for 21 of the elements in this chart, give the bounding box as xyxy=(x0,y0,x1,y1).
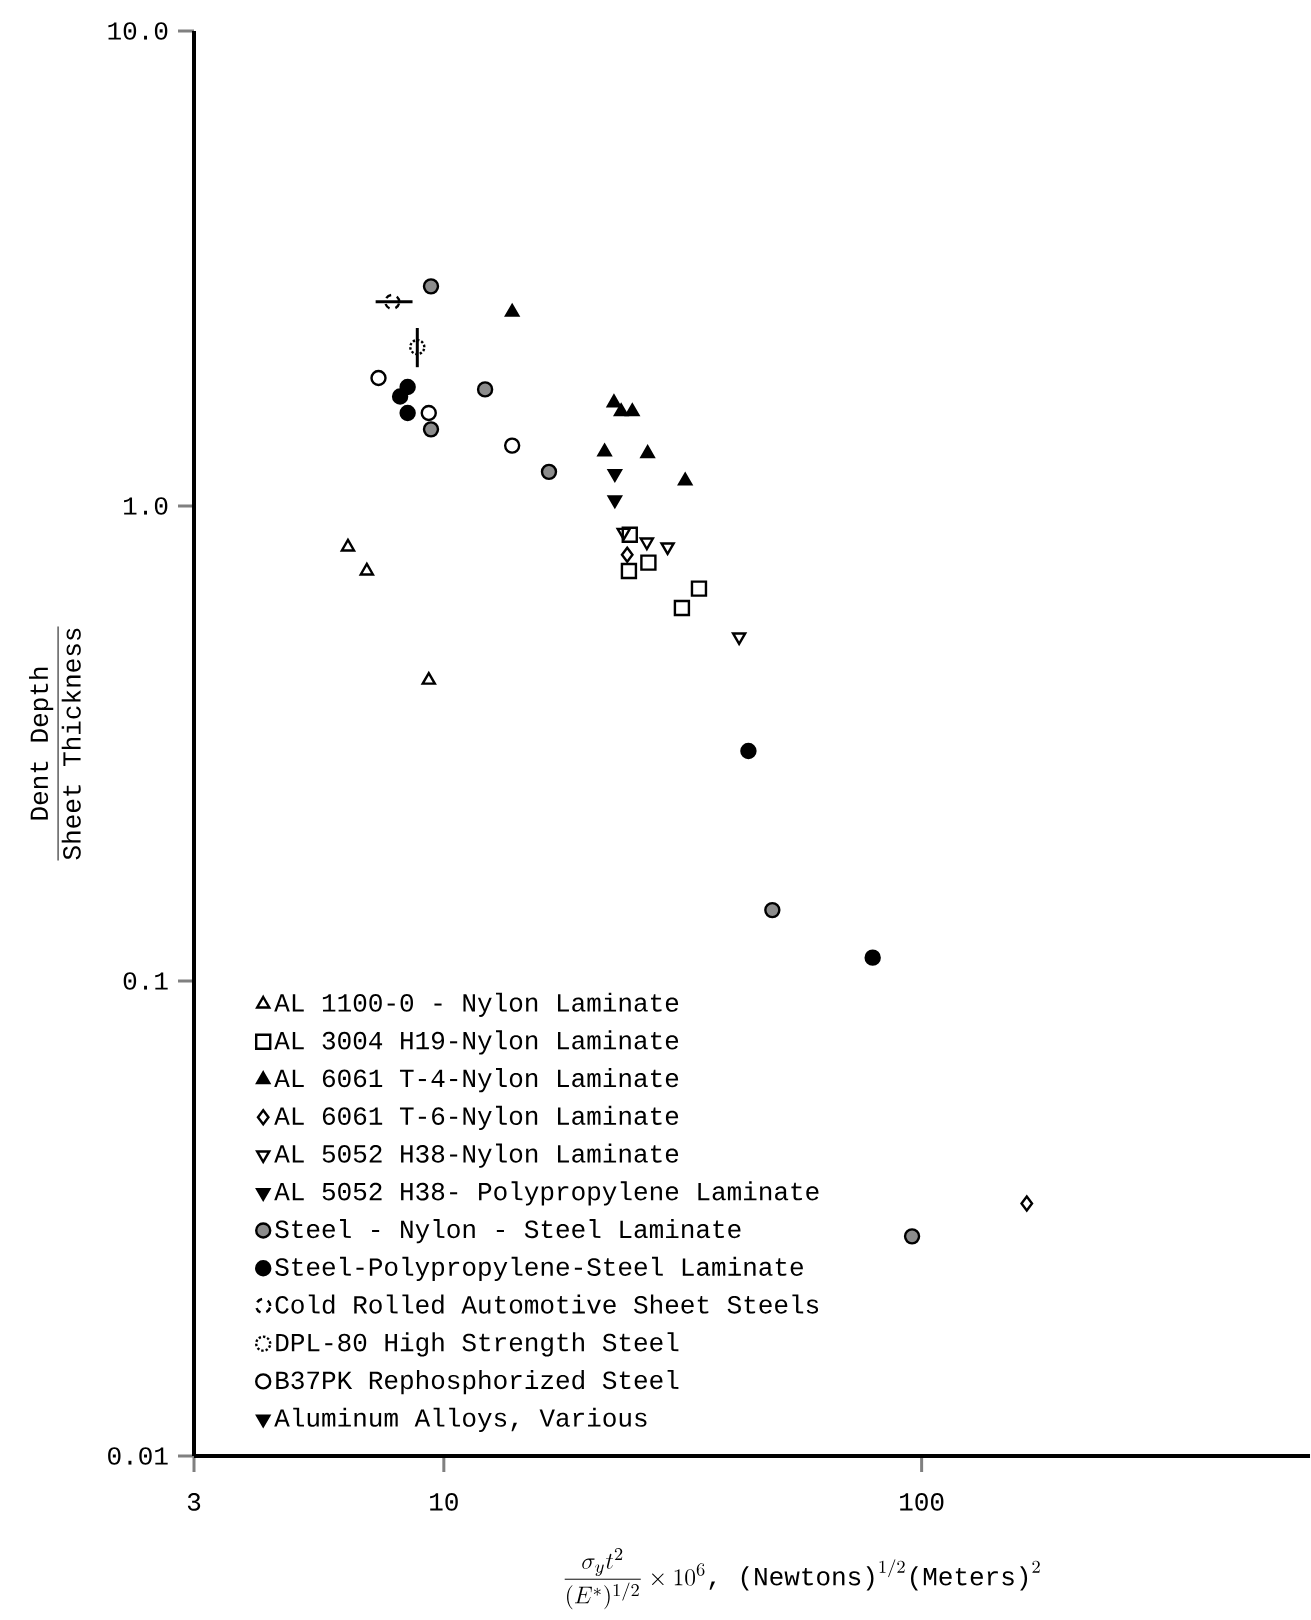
y-tick-label: 10.0 xyxy=(108,22,168,40)
y-tick-label: 0.1 xyxy=(123,972,168,990)
legend-label: Steel - Nylon - Steel Laminate xyxy=(275,1219,741,1244)
x-tick-label: 3 xyxy=(187,1493,201,1511)
legend-label: AL 5052 H38-Nylon Laminate xyxy=(274,1143,679,1168)
legend-label: AL 5052 H38- Polypropylene Laminate xyxy=(274,1181,819,1206)
y-tick-label: 0.01 xyxy=(108,1447,168,1465)
y-tick-label: 1.0 xyxy=(124,497,168,515)
x-tick-label: 10 xyxy=(430,1493,458,1511)
legend-label: Cold Rolled Automotive Sheet Steels xyxy=(275,1294,819,1314)
y-axis-title: $\dfrac{\text{Dent Depth}}{\text{Sheet Thickness}}$ xyxy=(28,626,81,861)
legend-label: B37PK Rephosphorized Steel xyxy=(276,1370,679,1395)
legend-label: DPL-80 High Strength Steel xyxy=(276,1332,679,1357)
legend-label: Steel-Polypropylene-Steel Laminate xyxy=(275,1256,803,1282)
legend-label: AL 6061 T-6-Nylon Laminate xyxy=(274,1105,679,1131)
legend-label: AL 3004 H19-Nylon Laminate xyxy=(274,1030,679,1055)
legend-label: Aluminum Alloys, Various xyxy=(274,1407,647,1433)
legend-label: AL 1100-0 - Nylon Laminate xyxy=(274,992,679,1017)
legend-label: AL 6061 T-4-Nylon Laminate xyxy=(274,1068,679,1093)
x-axis-title: $\frac{\sigma_y t^2}{(E^*)^{1/2}}\times 10^6\text{, (Newtons)}^{1/2}\text{(Meters)}^2$ xyxy=(564,1548,1040,1610)
x-tick-label: 100 xyxy=(900,1493,944,1511)
